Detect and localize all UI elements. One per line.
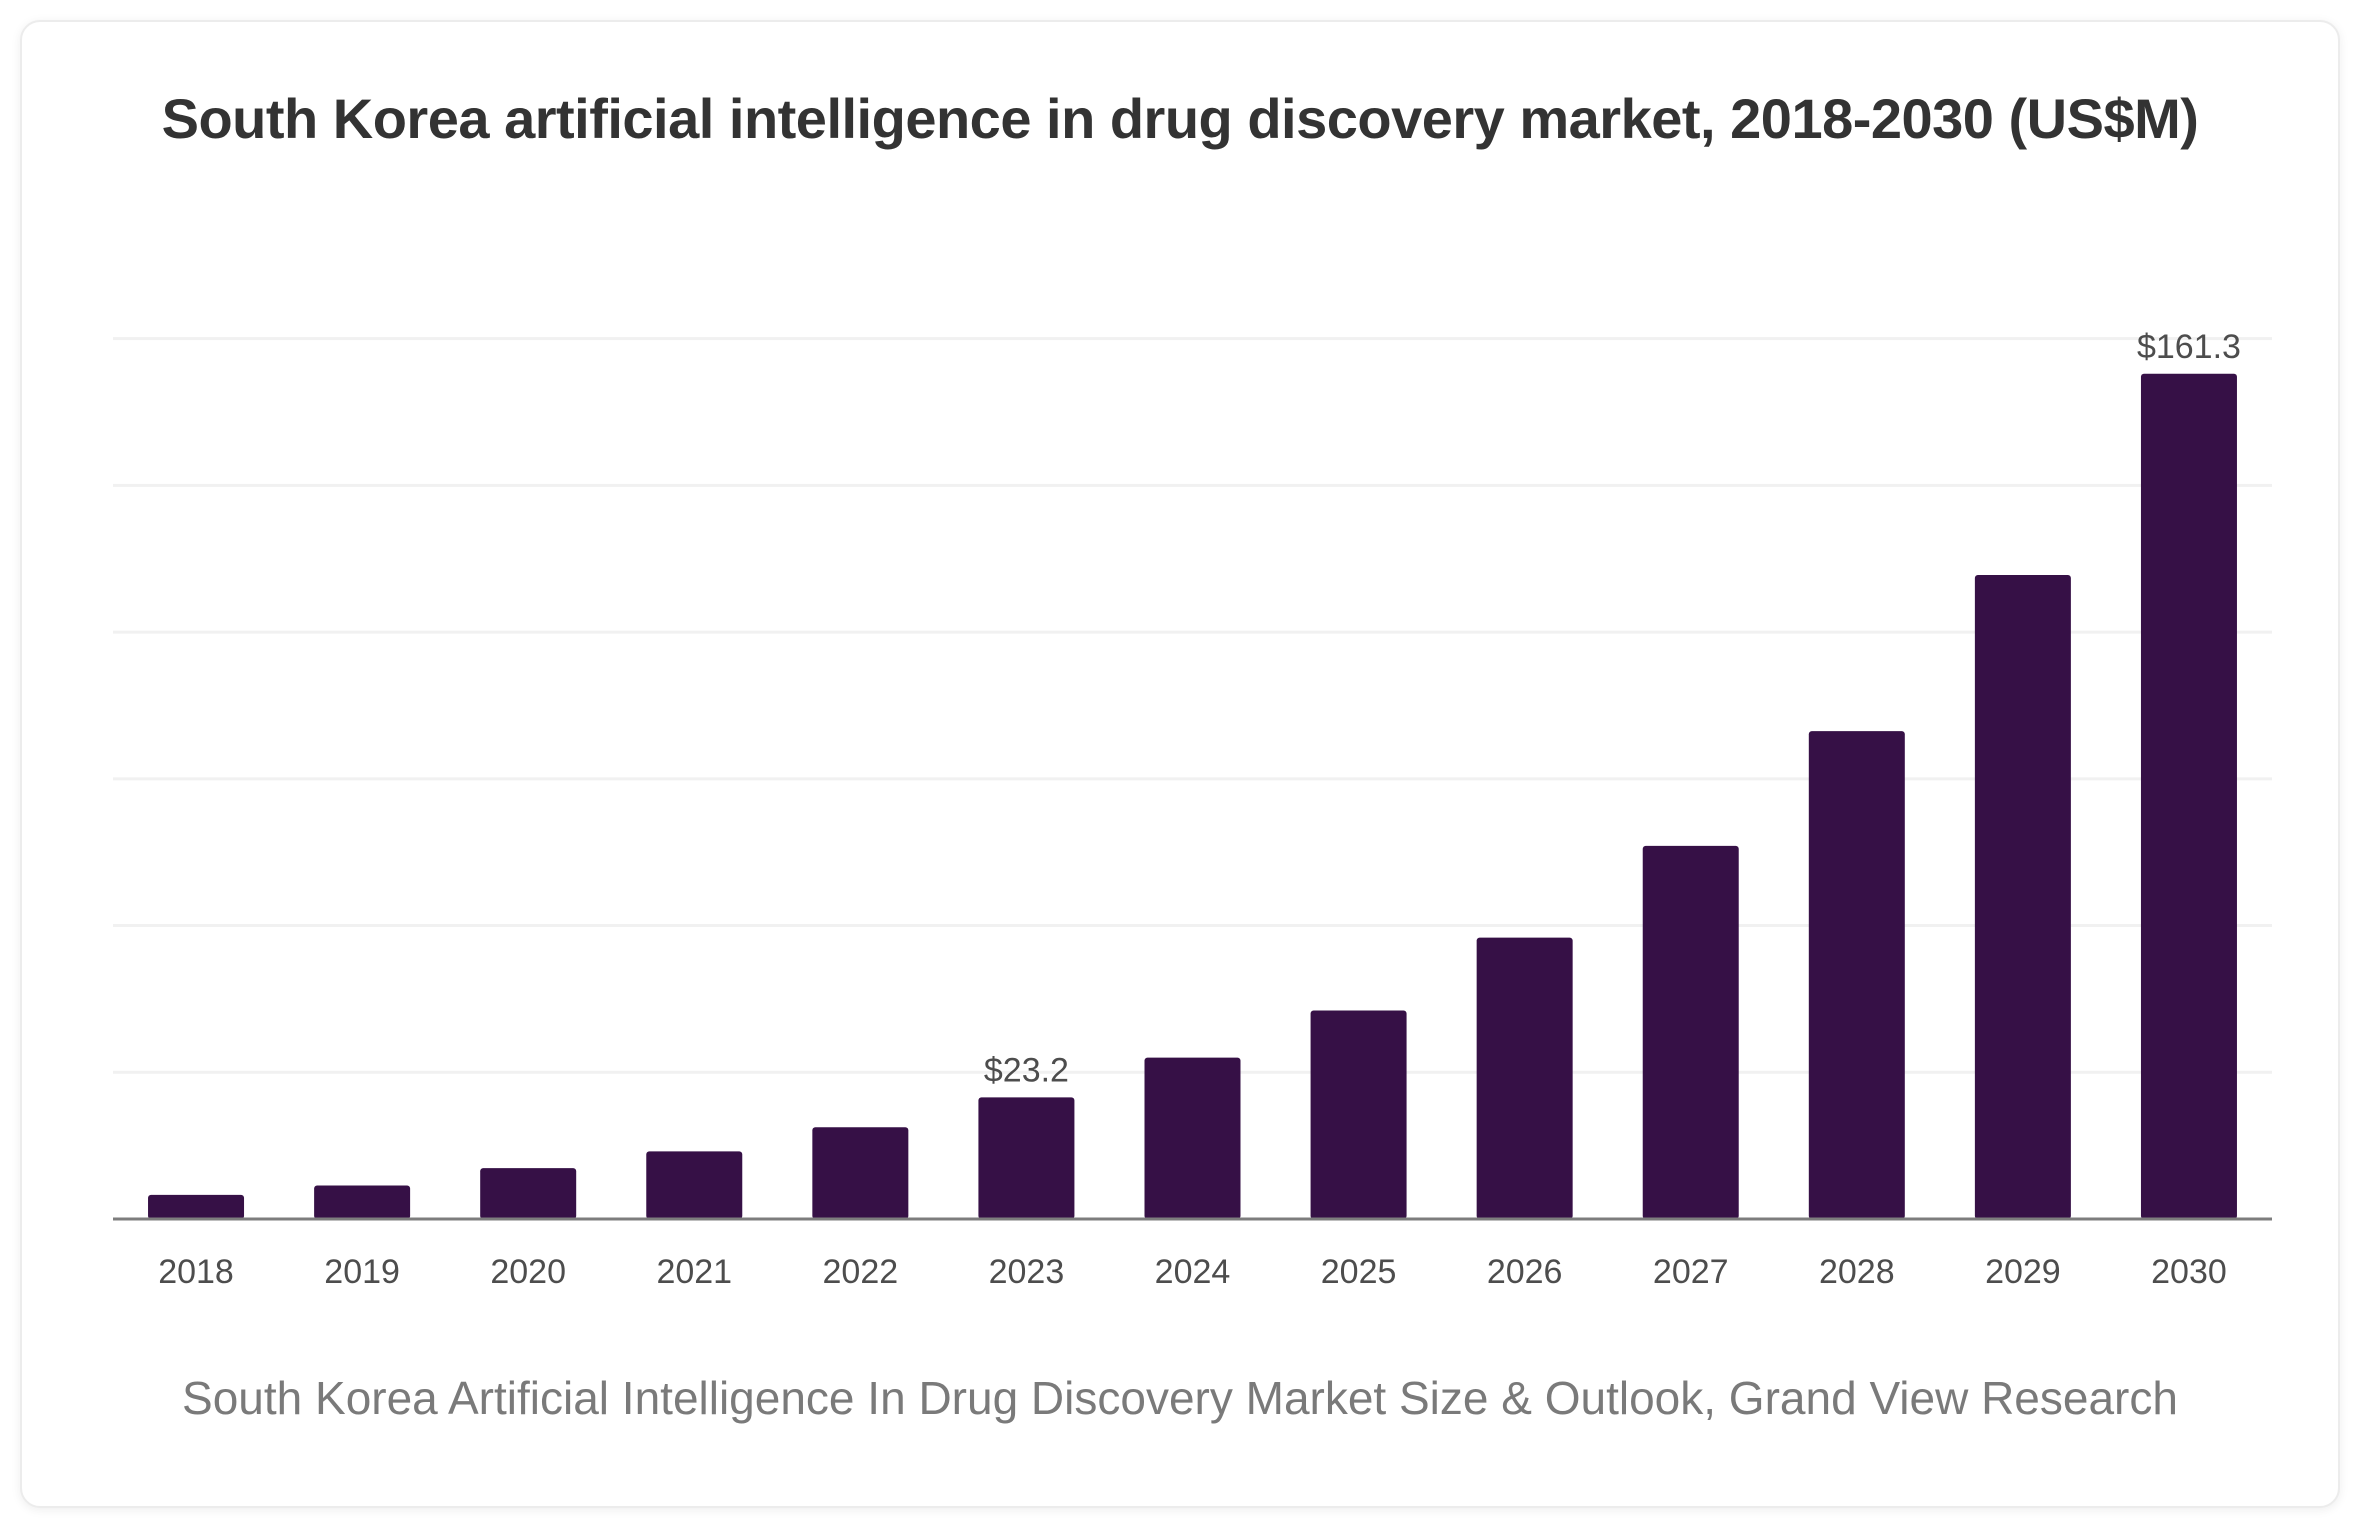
x-tick-label-2028: 2028 bbox=[1819, 1253, 1895, 1291]
x-tick-label-2025: 2025 bbox=[1321, 1253, 1397, 1291]
bar-2024 bbox=[1144, 1057, 1241, 1219]
bar-2018 bbox=[148, 1194, 245, 1219]
x-tick-label-2024: 2024 bbox=[1155, 1253, 1231, 1291]
x-tick-label-2021: 2021 bbox=[656, 1253, 732, 1291]
x-tick-labels: 2018 2019 2020 2021 2022 2023 2024 2025 2026 2027… bbox=[158, 1253, 2227, 1291]
data-labels: $23.2 $161.3 bbox=[984, 328, 2241, 1090]
gridlines bbox=[113, 337, 2272, 1074]
bar-2023 bbox=[978, 1097, 1075, 1219]
bar-2022 bbox=[812, 1127, 909, 1219]
bar-2027 bbox=[1642, 845, 1739, 1219]
x-tick-label-2019: 2019 bbox=[324, 1253, 400, 1291]
data-label-2030: $161.3 bbox=[2137, 328, 2241, 366]
chart-card bbox=[20, 20, 2340, 1508]
x-tick-label-2029: 2029 bbox=[1985, 1253, 2061, 1291]
bar-2025 bbox=[1310, 1010, 1407, 1219]
x-tick-label-2027: 2027 bbox=[1653, 1253, 1729, 1291]
bar-2030 bbox=[2140, 373, 2237, 1220]
x-tick-label-2022: 2022 bbox=[823, 1253, 899, 1291]
x-tick-label-2018: 2018 bbox=[158, 1253, 234, 1291]
bar-2029 bbox=[1974, 575, 2071, 1219]
data-label-2023: $23.2 bbox=[984, 1051, 1069, 1089]
bar-2019 bbox=[314, 1185, 411, 1219]
x-tick-label-2026: 2026 bbox=[1487, 1253, 1563, 1291]
bar-2028 bbox=[1808, 731, 1905, 1219]
chart-caption: South Korea Artificial Intelligence In D… bbox=[182, 1372, 2178, 1424]
x-tick-label-2030: 2030 bbox=[2151, 1253, 2227, 1291]
x-tick-label-2020: 2020 bbox=[490, 1253, 566, 1291]
chart-title: South Korea artificial intelligence in d… bbox=[161, 87, 2199, 150]
bar-2020 bbox=[480, 1168, 577, 1219]
bar-2026 bbox=[1476, 937, 1573, 1219]
bars bbox=[148, 373, 2237, 1220]
x-tick-label-2023: 2023 bbox=[989, 1253, 1065, 1291]
bar-2021 bbox=[646, 1151, 743, 1219]
